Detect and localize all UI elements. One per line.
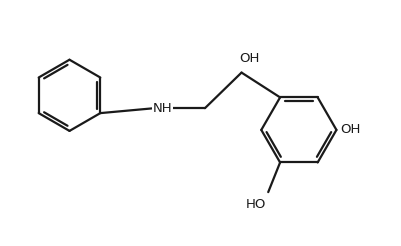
Text: OH: OH: [340, 123, 361, 137]
Text: NH: NH: [153, 102, 172, 115]
Text: OH: OH: [239, 52, 260, 65]
Text: HO: HO: [246, 198, 266, 211]
